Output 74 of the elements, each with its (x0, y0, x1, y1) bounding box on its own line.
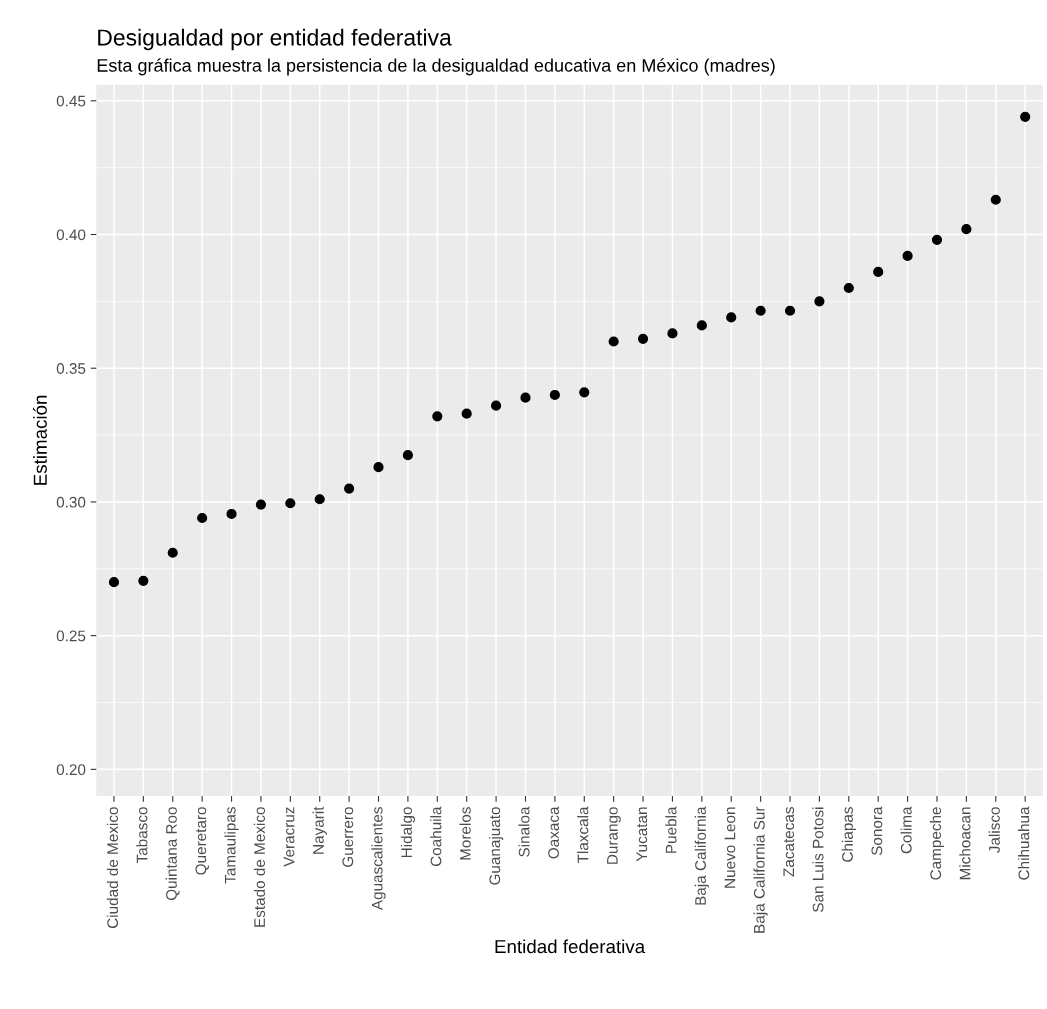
point (432, 411, 443, 422)
x-tick-label: Chiapas (841, 807, 856, 862)
point (696, 320, 707, 331)
x-tick-label: Sonora (871, 806, 883, 856)
point (520, 392, 531, 403)
point (784, 305, 796, 316)
x-tick-label: Jalisco (988, 807, 1000, 853)
point (726, 312, 737, 323)
point (667, 328, 678, 339)
point (1020, 111, 1031, 122)
x-tick-label: Tabasco (136, 807, 148, 864)
x-tick-label: Sinaloa (518, 806, 530, 857)
y-tick-label: 0.20 (56, 764, 86, 776)
x-tick-label: Tlaxcala (577, 806, 589, 864)
x-tick-label: Ciudad de Mexico (106, 807, 119, 929)
x-tick-label: Michoacan (959, 807, 971, 880)
x-tick-label: Estado de Mexico (253, 807, 266, 927)
y-axis-title: Estimación (32, 395, 47, 485)
y-tick-label: 0.25 (56, 630, 86, 642)
point (285, 498, 296, 509)
x-axis-title: Entidad federativa (495, 939, 646, 954)
point (314, 494, 325, 505)
point (490, 400, 502, 411)
x-tick-label: Aguascalientes (371, 807, 386, 911)
y-tick-label: 0.45 (56, 95, 86, 107)
point (461, 408, 472, 419)
x-tick-label: Veracruz (283, 807, 295, 867)
point (108, 577, 120, 588)
x-tick-label: Guerrero (342, 807, 354, 867)
x-tick-label: Campeche (929, 807, 945, 880)
x-tick-label: Nayarit (312, 806, 327, 854)
x-tick-label: Guanajuato (488, 807, 504, 885)
y-tick-label: 0.40 (56, 229, 86, 241)
point (226, 508, 237, 520)
point (255, 499, 267, 510)
x-tick-label: Baja California Sur (753, 806, 768, 933)
x-tick-label: Queretaro (195, 807, 209, 875)
point (814, 296, 825, 307)
point (402, 450, 413, 461)
x-tick-label: Coahuila (430, 806, 442, 867)
x-tick-label: Chihuahua (1018, 806, 1030, 880)
point (637, 333, 649, 344)
point (579, 387, 590, 398)
point (138, 575, 149, 586)
point (931, 234, 943, 245)
point (197, 512, 208, 524)
point (755, 305, 766, 316)
x-tick-label: Tamaulipas (224, 807, 239, 884)
y-tick-label: 0.30 (56, 496, 86, 508)
x-tick-label: Oaxaca (548, 806, 559, 859)
x-tick-label: Puebla (665, 806, 677, 853)
point (549, 389, 560, 401)
chart-title: Desigualdad por entidad federativa (98, 28, 452, 51)
x-tick-label: Colima (900, 806, 912, 854)
point (373, 462, 384, 473)
point (873, 266, 884, 278)
y-tick-label: 0.35 (56, 363, 86, 374)
x-tick-label: Nuevo Leon (724, 807, 736, 888)
x-tick-label: Hidalgo (400, 807, 416, 858)
x-tick-label: Durango (607, 807, 621, 864)
chart-subtitle: Esta gráfica muestra la persistencia de la desigualdad educativa en México (madres) (97, 58, 775, 76)
point (961, 224, 972, 235)
x-tick-label: Quintana Roo (165, 807, 180, 901)
x-tick-label: Baja California (694, 806, 709, 905)
x-tick-label: San Luis Potosi (812, 807, 824, 912)
point (344, 483, 355, 494)
x-tick-label: Yucatan (636, 807, 648, 862)
x-tick-label: Zacatecas (783, 807, 795, 877)
point (990, 194, 1001, 205)
point (608, 336, 619, 347)
point (902, 250, 913, 261)
x-tick-label: Morelos (459, 807, 471, 860)
point (167, 547, 178, 558)
point (843, 282, 854, 294)
